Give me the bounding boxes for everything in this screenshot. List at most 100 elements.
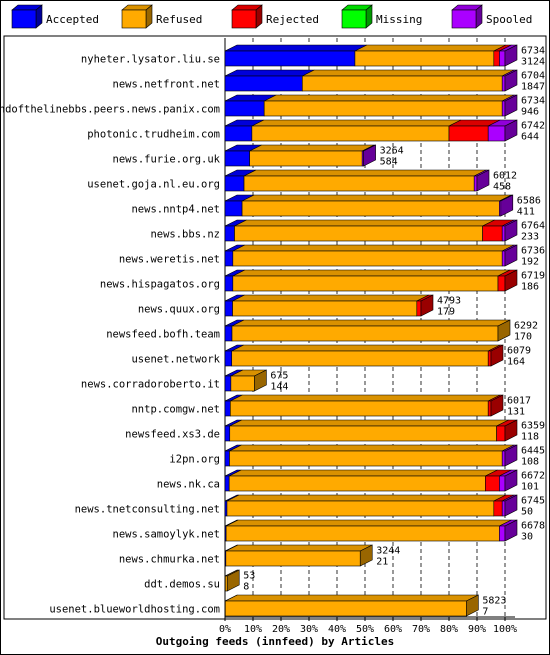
accepted-value-label: 644 <box>521 132 539 143</box>
bar-segment-spooled <box>501 450 506 467</box>
category-label: news.corradoroberto.it <box>81 379 220 391</box>
bar-side <box>476 169 490 192</box>
category-label: newsfeed.bofh.team <box>106 329 220 341</box>
bar-segment-refused <box>234 225 483 242</box>
total-value-label: 5823 <box>482 596 506 607</box>
bar-side <box>254 369 267 392</box>
bar-segment-accepted <box>224 375 232 392</box>
x-tick-label: 40% <box>328 624 346 635</box>
plot-area: 0% 10% 20% 30% 40% 50% 60% 70% 80% 90% 100% nyheter… <box>0 35 547 635</box>
bar-segment-refused <box>249 150 363 167</box>
accepted-value-label: 30 <box>521 532 533 543</box>
bar-segment-refused-top <box>243 169 487 177</box>
legend-label: Rejected <box>266 13 319 26</box>
bar-segment-refused-top <box>231 344 501 352</box>
legend-swatch <box>341 9 367 29</box>
category-label: usenet.goja.nl.eu.org <box>87 179 220 191</box>
category-label: usenet.blueworldhosting.com <box>49 604 220 616</box>
category-label: nntp.comgw.net <box>131 404 220 416</box>
bar-side <box>363 144 376 167</box>
bar-side <box>359 544 373 567</box>
bar-segment-refused <box>225 525 500 542</box>
category-label: endofthelinebbs.peers.news.panix.com <box>0 104 220 116</box>
bar-segment-refused <box>232 275 499 292</box>
category-label: nyheter.lysator.liu.se <box>81 54 220 66</box>
legend-item-accepted: Accepted <box>11 4 99 29</box>
bar-segment-spooled <box>499 475 506 492</box>
x-tick-label: 20% <box>272 624 290 635</box>
legend-label: Accepted <box>46 13 99 26</box>
bar-segment-refused-top <box>232 294 429 302</box>
total-value-label: 6672 <box>521 471 545 482</box>
bar-side <box>504 94 518 117</box>
legend-item-missing: Missing <box>341 4 422 29</box>
bar-segment-refused-top <box>232 244 515 252</box>
x-tick-label: 90% <box>468 624 486 635</box>
bar-side <box>504 494 518 517</box>
total-value-label: 6586 <box>517 196 541 207</box>
legend-swatch <box>231 9 257 29</box>
total-value-label: 4793 <box>437 296 461 307</box>
bar-segment-spooled <box>501 225 506 242</box>
legend: Accepted Refused Rejected Missing Spooled <box>11 4 532 29</box>
x-tick-label: 0% <box>219 624 231 635</box>
bar-segment-refused-top <box>225 544 373 552</box>
bar-segment-refused-top <box>251 119 462 127</box>
x-tick-label: 10% <box>244 624 262 635</box>
bar-side <box>504 419 518 442</box>
bar-segment-refused <box>243 175 475 192</box>
bar-side <box>490 344 504 367</box>
bar-segment-refused <box>229 425 497 442</box>
bar-segment-accepted-top <box>224 44 368 52</box>
bar-segment-spooled <box>501 75 506 92</box>
bar-segment-spooled <box>501 500 506 517</box>
total-value-label: 6079 <box>507 346 531 357</box>
x-tick-label: 100% <box>493 624 517 635</box>
bar-segment-refused <box>232 250 503 267</box>
bar-segment-accepted <box>224 75 303 92</box>
category-label: usenet.network <box>131 354 220 366</box>
accepted-value-label: 946 <box>521 107 539 118</box>
bar-segment-rejected <box>493 500 503 517</box>
bar-segment-rejected <box>487 350 492 367</box>
x-tick-label: 30% <box>300 624 318 635</box>
bar-segment-spooled <box>473 175 478 192</box>
bar-segment-refused <box>263 100 503 117</box>
bar-segment-refused <box>241 200 500 217</box>
total-value-label: 6017 <box>507 396 531 407</box>
bar-segment-rejected <box>493 50 500 67</box>
accepted-value-label: 192 <box>521 257 539 268</box>
total-value-label: 675 <box>270 371 288 382</box>
total-value-label: 6445 <box>521 446 545 457</box>
x-tick-label: 50% <box>356 624 374 635</box>
total-value-label: 3264 <box>380 146 404 157</box>
accepted-value-label: 7 <box>482 607 488 618</box>
bar-segment-accepted <box>224 250 234 267</box>
bar-segment-accepted <box>224 200 243 217</box>
accepted-value-label: 458 <box>493 182 511 193</box>
bar-segment-refused-top <box>225 594 479 602</box>
accepted-value-label: 170 <box>514 332 532 343</box>
bar-side <box>466 594 479 617</box>
total-value-label: 6292 <box>514 321 538 332</box>
bar-segment-refused <box>301 75 503 92</box>
bar-segment-refused <box>224 600 467 617</box>
bar-segment-accepted <box>224 475 230 492</box>
bar-segment-accepted <box>224 425 231 442</box>
legend-item-rejected: Rejected <box>231 4 319 29</box>
bar-segment-refused <box>251 125 450 142</box>
bar-segment-spooled <box>499 50 506 67</box>
bar-segment-rejected <box>497 275 506 292</box>
bar-row: ddt.demos.su 538 <box>144 569 255 593</box>
bar-segment-rejected <box>482 225 503 242</box>
legend-label: Refused <box>156 13 202 26</box>
